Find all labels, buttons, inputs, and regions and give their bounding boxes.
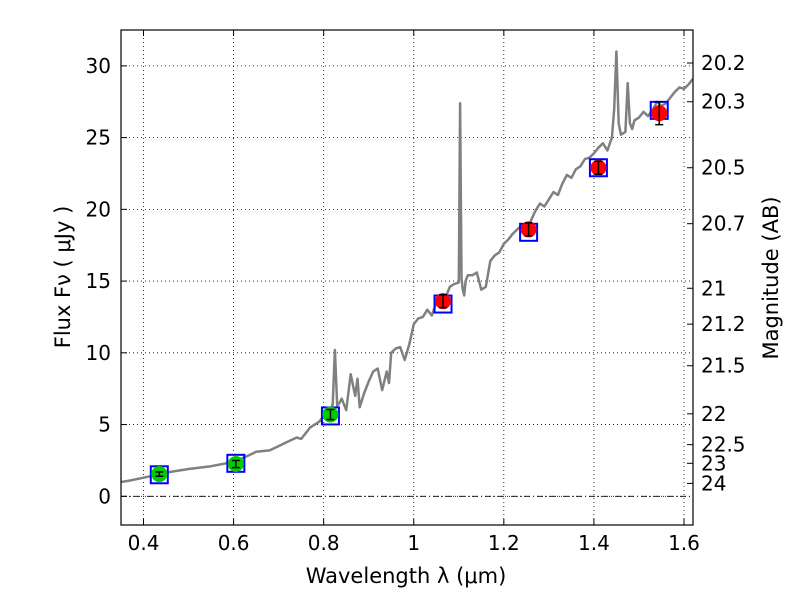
y-tick-label: 15 [86, 269, 111, 293]
y-tick-label: 10 [86, 341, 111, 365]
x-tick-label: 0.6 [218, 531, 250, 555]
x-tick-label: 0.4 [128, 531, 160, 555]
x-tick-label: 1.2 [488, 531, 520, 555]
y-tick-label: 20 [86, 197, 111, 221]
grid-lines [121, 30, 693, 525]
magnitude-tick-label: 22 [701, 402, 726, 426]
y-tick-label: 30 [86, 54, 111, 78]
x-tick-label: 1.6 [668, 531, 700, 555]
x-tick-label: 0.8 [308, 531, 340, 555]
magnitude-tick-label: 21.5 [701, 354, 746, 378]
observed-photometry-points [151, 100, 668, 483]
magnitude-tick-label: 20.2 [701, 51, 746, 75]
x-tick-label: 1.4 [578, 531, 610, 555]
x-axis-label: Wavelength λ (μm) [306, 564, 507, 588]
y-tick-label: 25 [86, 126, 111, 150]
plot-area [121, 50, 693, 485]
x-tick-label: 1 [407, 531, 420, 555]
magnitude-tick-label: 20.5 [701, 156, 746, 180]
magnitude-tick-label: 20.3 [701, 90, 746, 114]
magnitude-tick-label: 21 [701, 276, 726, 300]
y-axis-ticks: 0 5 10 15 20 25 30 [86, 54, 127, 508]
y-tick-label: 0 [98, 484, 111, 508]
plot-frame [120, 29, 694, 526]
magnitude-tick-label: 20.7 [701, 212, 746, 236]
magnitude-tick-label: 21.2 [701, 312, 746, 336]
x-axis-ticks: 0.4 0.6 0.8 1 1.2 1.4 1.6 [128, 30, 700, 555]
y-axis-label: Flux Fν ( μJy ) [51, 206, 75, 349]
magnitude-tick-label: 23 [701, 451, 726, 475]
y-tick-label: 5 [98, 413, 111, 437]
magnitude-tick-label: 24 [701, 471, 726, 495]
magnitude-axis-label: Magnitude (AB) [759, 196, 783, 359]
magnitude-tick-label: 22.5 [701, 433, 746, 457]
model-photometry-square [588, 158, 608, 178]
